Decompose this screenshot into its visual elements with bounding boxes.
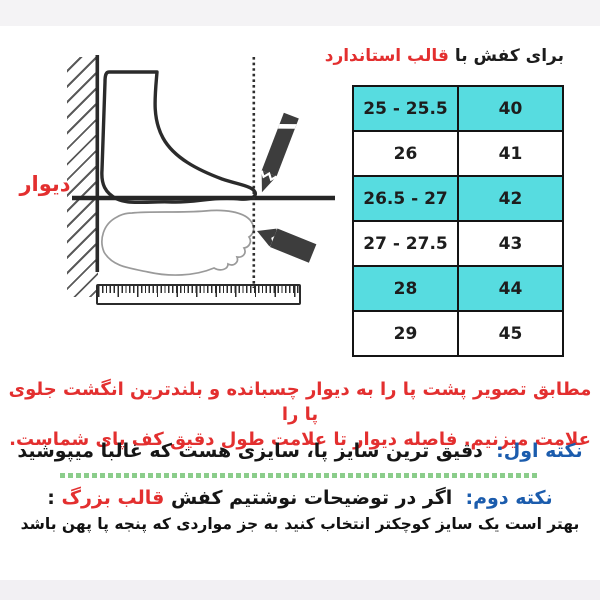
note-second-colon: : xyxy=(47,487,55,509)
title-red-text: قالب استاندارد xyxy=(324,46,449,66)
measure-instructions-line2: علامت میزنیم. فاصله دیوار تا علامت طول د… xyxy=(9,429,591,450)
table-row: 27 - 27.5 43 xyxy=(354,222,562,267)
cell-shoe-size: 45 xyxy=(457,312,562,355)
cell-foot-length: 28 xyxy=(354,267,457,310)
foot-side-outline xyxy=(100,70,258,205)
note-second-label: نکته دوم: xyxy=(465,487,553,509)
cell-foot-length: 26.5 - 27 xyxy=(354,177,457,220)
table-row: 28 44 xyxy=(354,267,562,312)
cell-shoe-size: 44 xyxy=(457,267,562,310)
measure-instructions-line1: مطابق تصویر پشت پا را به دیوار چسبانده و… xyxy=(8,379,592,425)
wall-label: دیوار xyxy=(19,172,71,196)
note-second: نکته دوم: اگر در توضیحات نوشتیم کفش قالب… xyxy=(0,487,600,509)
cell-shoe-size: 42 xyxy=(457,177,562,220)
measure-instructions: مطابق تصویر پشت پا را به دیوار چسبانده و… xyxy=(0,377,600,452)
cell-shoe-size: 41 xyxy=(457,132,562,175)
note-second-red-text: قالب بزرگ xyxy=(61,487,165,509)
cell-foot-length: 27 - 27.5 xyxy=(354,222,457,265)
table-row: 26.5 - 27 42 xyxy=(354,177,562,222)
cell-foot-length: 26 xyxy=(354,132,457,175)
size-chart-title: برای کفش با قالب استاندارد xyxy=(325,46,564,66)
size-table: 25 - 25.5 40 26 41 26.5 - 27 42 27 - 27.… xyxy=(352,85,564,357)
table-row: 26 41 xyxy=(354,132,562,177)
title-black-text: برای کفش با xyxy=(454,46,564,66)
cell-shoe-size: 43 xyxy=(457,222,562,265)
ruler xyxy=(96,284,301,305)
footprint-outline xyxy=(101,209,255,276)
pencil-marking-icon xyxy=(260,112,299,193)
table-row: 29 45 xyxy=(354,312,562,355)
cell-foot-length: 29 xyxy=(354,312,457,355)
cell-shoe-size: 40 xyxy=(457,87,562,130)
note-first-text: دقیق ترین سایز پا، سایزی هست که غالبا می… xyxy=(17,440,483,462)
pencil-pointing-icon xyxy=(257,228,317,263)
top-margin-strip xyxy=(0,0,600,26)
dotted-divider xyxy=(60,473,540,478)
wall-hatch xyxy=(67,57,98,297)
note-first-label: نکته اول: xyxy=(496,440,583,462)
cell-foot-length: 25 - 25.5 xyxy=(354,87,457,130)
note-second-line2: بهتر است یک سایز کوچکتر انتخاب کنید به ج… xyxy=(20,515,580,533)
note-first: نکته اول: دقیق ترین سایز پا، سایزی هست ک… xyxy=(0,440,600,462)
bottom-margin-strip xyxy=(0,580,600,600)
table-row: 25 - 25.5 40 xyxy=(354,87,562,132)
note-second-text: اگر در توضیحات نوشتیم کفش xyxy=(170,487,453,509)
